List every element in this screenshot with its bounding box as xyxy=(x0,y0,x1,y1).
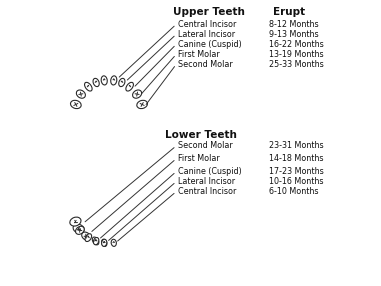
Ellipse shape xyxy=(133,90,142,98)
Ellipse shape xyxy=(137,100,147,109)
Text: 16-22 Months: 16-22 Months xyxy=(269,40,324,49)
Text: 10-16 Months: 10-16 Months xyxy=(269,177,323,186)
Text: Canine (Cuspid): Canine (Cuspid) xyxy=(178,167,242,176)
Text: Lower Teeth: Lower Teeth xyxy=(165,130,237,140)
Text: 17-23 Months: 17-23 Months xyxy=(269,167,324,176)
Text: Erupt: Erupt xyxy=(273,7,305,17)
Text: 13-19 Months: 13-19 Months xyxy=(269,50,324,59)
Text: 14-18 Months: 14-18 Months xyxy=(269,154,323,163)
Ellipse shape xyxy=(85,234,91,241)
Text: First Molar: First Molar xyxy=(178,154,219,163)
Ellipse shape xyxy=(73,224,84,233)
Ellipse shape xyxy=(101,239,107,247)
Text: 8-12 Months: 8-12 Months xyxy=(269,20,319,29)
Ellipse shape xyxy=(75,226,84,234)
Text: 23-31 Months: 23-31 Months xyxy=(269,141,324,150)
Ellipse shape xyxy=(82,232,90,240)
Text: Central Incisor: Central Incisor xyxy=(178,20,236,29)
Ellipse shape xyxy=(85,82,92,91)
Text: 6-10 Months: 6-10 Months xyxy=(269,187,319,196)
Text: First Molar: First Molar xyxy=(178,50,219,59)
Ellipse shape xyxy=(93,237,99,245)
Text: 25-33 Months: 25-33 Months xyxy=(269,60,324,69)
Text: Lateral Incisor: Lateral Incisor xyxy=(178,177,235,186)
Text: 9-13 Months: 9-13 Months xyxy=(269,30,319,39)
Text: Second Molar: Second Molar xyxy=(178,60,232,69)
Ellipse shape xyxy=(70,217,81,226)
Text: Upper Teeth: Upper Teeth xyxy=(173,7,245,17)
Ellipse shape xyxy=(70,100,81,109)
Ellipse shape xyxy=(126,82,133,91)
Ellipse shape xyxy=(93,78,99,87)
Ellipse shape xyxy=(76,90,85,98)
Ellipse shape xyxy=(119,78,125,87)
Ellipse shape xyxy=(111,239,116,247)
Text: Canine (Cuspid): Canine (Cuspid) xyxy=(178,40,242,49)
Ellipse shape xyxy=(92,237,99,245)
Ellipse shape xyxy=(101,76,107,85)
Text: Central Incisor: Central Incisor xyxy=(178,187,236,196)
Text: Lateral Incisor: Lateral Incisor xyxy=(178,30,235,39)
Ellipse shape xyxy=(111,76,117,85)
Text: Second Molar: Second Molar xyxy=(178,141,232,150)
Ellipse shape xyxy=(102,239,107,247)
